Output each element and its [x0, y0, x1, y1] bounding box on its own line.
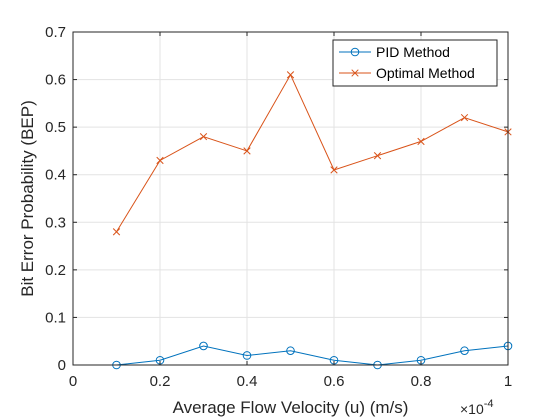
- y-tick-label: 0.1: [45, 309, 66, 326]
- marker-stroke: [156, 156, 164, 165]
- x-axis-exponent-power: -4: [484, 398, 494, 410]
- data-point: [199, 341, 208, 351]
- data-point: [373, 152, 382, 160]
- data-point: [243, 147, 251, 155]
- ticks: 0 0.2 0.4 0.6 0.8 1 0 0.1 0.2 0.3 0.4 0.5 0.6 0.7: [45, 24, 512, 390]
- data-point: [156, 156, 164, 165]
- marker-stroke: [373, 152, 382, 160]
- y-tick-label: 0.7: [45, 24, 66, 41]
- marker-stroke: [286, 71, 295, 79]
- data-point: [242, 351, 252, 360]
- x-axis-label: Average Flow Velocity (u) (m/s): [173, 398, 409, 417]
- y-tick-label: 0: [58, 357, 66, 374]
- x-axis-exponent: ×10-4: [460, 398, 494, 417]
- marker-stroke: [330, 166, 338, 174]
- x-tick-label: 1: [504, 373, 512, 390]
- data-point: [286, 346, 295, 356]
- data-point: [460, 113, 469, 122]
- marker-stroke: [243, 147, 251, 155]
- plot-frame: [72, 31, 509, 366]
- legend-item: Optimal Method: [339, 65, 475, 81]
- series-line: [116, 345, 509, 366]
- y-axis-label: Bit Error Probability (BEP): [18, 100, 37, 297]
- x-tick-label: 0.4: [237, 373, 258, 390]
- data-point: [460, 346, 469, 356]
- legend-label: PID Method: [376, 44, 450, 60]
- marker-stroke: [417, 137, 425, 146]
- data-point: [417, 137, 425, 146]
- x-tick-label: 0.2: [150, 373, 171, 390]
- x-tick-label: 0.8: [411, 373, 432, 390]
- series-line: [116, 73, 509, 233]
- series-2: [112, 71, 512, 236]
- legend: PID Method Optimal Method: [332, 39, 498, 87]
- legend-marker: [351, 69, 359, 77]
- y-tick-label: 0.5: [45, 119, 66, 136]
- y-tick-label: 0.3: [45, 214, 66, 231]
- series-layer: [112, 71, 513, 370]
- marker-stroke: [199, 133, 208, 141]
- x-tick-label: 0.6: [324, 373, 345, 390]
- data-point: [112, 228, 121, 236]
- data-point: [199, 133, 208, 141]
- data-point: [330, 166, 338, 174]
- data-point: [286, 71, 295, 79]
- x-tick-label: 0: [69, 373, 77, 390]
- y-tick-label: 0.2: [45, 262, 66, 279]
- legend-box: [332, 39, 498, 87]
- legend-label: Optimal Method: [376, 65, 475, 81]
- legend-marker: [350, 47, 360, 57]
- marker-stroke: [112, 228, 121, 236]
- marker-stroke: [351, 69, 359, 77]
- x-axis-exponent-base: ×10: [460, 401, 484, 417]
- plot-area: [73, 32, 508, 365]
- y-tick-label: 0.6: [45, 72, 66, 89]
- marker-stroke: [460, 113, 469, 122]
- y-tick-label: 0.4: [45, 167, 66, 184]
- legend-item: PID Method: [339, 44, 450, 60]
